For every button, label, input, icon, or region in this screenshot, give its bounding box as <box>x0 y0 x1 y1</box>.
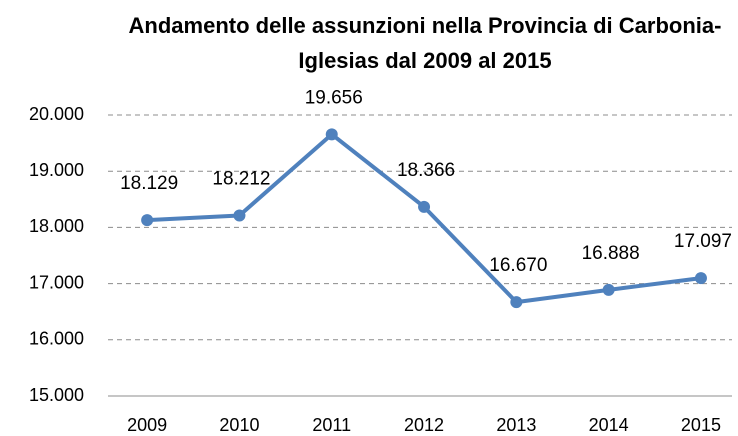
data-label: 17.097 <box>674 231 732 252</box>
x-tick-label: 2009 <box>127 415 167 435</box>
data-label: 18.212 <box>212 169 270 190</box>
data-label: 16.670 <box>489 255 547 276</box>
x-tick-label: 2014 <box>589 415 629 435</box>
x-tick-label: 2010 <box>219 415 259 435</box>
data-point <box>141 214 154 227</box>
data-label: 18.366 <box>397 160 455 181</box>
data-label: 18.129 <box>120 173 178 194</box>
x-tick-label: 2012 <box>404 415 444 435</box>
y-tick-label: 20.000 <box>29 104 84 124</box>
y-tick-label: 17.000 <box>29 272 84 292</box>
chart-title: Andamento delle assunzioni nella Provinc… <box>128 13 722 73</box>
data-point <box>510 296 523 309</box>
x-tick-label: 2011 <box>312 415 351 435</box>
data-point <box>602 283 615 296</box>
x-tick-label: 2015 <box>681 415 721 435</box>
data-point <box>418 200 431 213</box>
x-tick-label: 2013 <box>496 415 536 435</box>
y-tick-label: 18.000 <box>29 216 84 236</box>
data-point <box>325 128 338 141</box>
data-point <box>694 272 707 285</box>
y-tick-label: 19.000 <box>29 160 84 180</box>
y-tick-label: 15.000 <box>29 385 84 405</box>
data-label: 19.656 <box>305 87 363 108</box>
data-label: 16.888 <box>582 243 640 264</box>
data-point <box>233 209 246 222</box>
y-tick-label: 16.000 <box>29 329 84 349</box>
